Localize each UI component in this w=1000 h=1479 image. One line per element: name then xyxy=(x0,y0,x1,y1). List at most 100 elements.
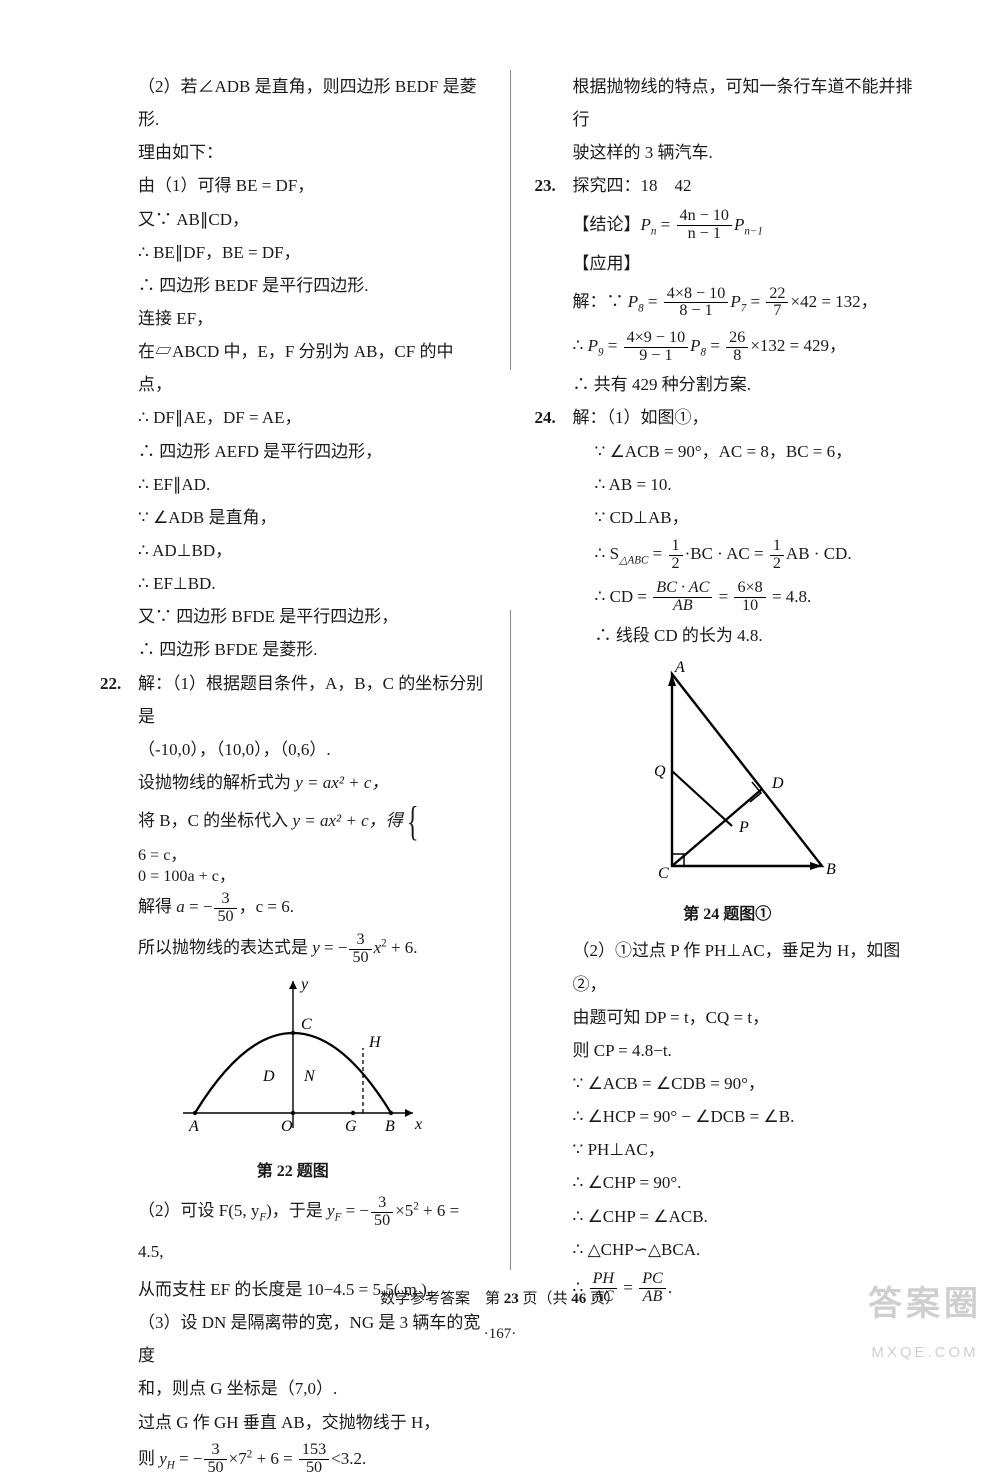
text: 则 xyxy=(138,1449,159,1468)
label-C: C xyxy=(301,1016,312,1033)
text: ·BC · AC = xyxy=(685,544,768,563)
footer-page: 23 xyxy=(504,1291,519,1307)
frac-den: 50 xyxy=(214,909,236,926)
frac-den: 8 − 1 xyxy=(664,303,729,320)
footer-text: 页（共 xyxy=(519,1291,572,1307)
var: P xyxy=(734,215,744,234)
q22-number: 22. xyxy=(100,667,121,700)
p21-line: （2）若∠ADB 是直角，则四边形 BEDF 是菱形. xyxy=(100,70,486,136)
q22-line: （-10,0），（10,0），（0,6）. xyxy=(100,733,486,766)
frac-num: 3 xyxy=(204,1442,226,1460)
q23-number: 23. xyxy=(535,169,556,202)
q22-line: （2）可设 F(5, yF)，于是 yF = −350×52 + 6 = 4.5… xyxy=(100,1191,486,1273)
fraction: 350 xyxy=(204,1442,226,1477)
var: P xyxy=(628,292,638,311)
fraction: 350 xyxy=(371,1195,393,1230)
p21-line: 又∵ AB∥CD， xyxy=(100,203,486,236)
p21-line: 又∵ 四边形 BFDE 是平行四边形， xyxy=(100,600,486,633)
p21-line: ∴ EF⊥BD. xyxy=(100,567,486,600)
page-footer: 数学参考答案 第 23 页（共 46 页） ·167· xyxy=(0,1285,1000,1350)
q23-line: 23. 探究四：18 42 xyxy=(535,169,921,202)
fig22-caption: 第 22 题图 xyxy=(100,1156,486,1187)
p21-line: 理由如下： xyxy=(100,136,486,169)
frac-den: 2 xyxy=(770,556,784,573)
label-y: y xyxy=(299,976,309,993)
var: y xyxy=(159,1449,167,1468)
text: AB · CD. xyxy=(786,544,852,563)
column-divider xyxy=(510,70,511,1270)
q24-line: （2）①过点 P 作 PH⊥AC，垂足为 H，如图②， xyxy=(535,934,921,1000)
sub: H xyxy=(167,1459,175,1471)
text: ×132 = 429， xyxy=(750,336,846,355)
text: ×42 = 132， xyxy=(790,292,877,311)
p21-line: 由（1）可得 BE = DF， xyxy=(100,169,486,202)
sup: 2 xyxy=(381,938,387,950)
frac-den: 50 xyxy=(349,950,371,967)
text: （2）可设 F(5, y xyxy=(138,1201,259,1220)
label-B: B xyxy=(385,1118,395,1135)
p21-line: ∴ AD⊥BD， xyxy=(100,534,486,567)
label-A: A xyxy=(188,1118,199,1135)
frac-den: 50 xyxy=(299,1460,329,1477)
frac-num: 4×9 − 10 xyxy=(624,330,689,348)
text: )，于是 xyxy=(266,1201,327,1220)
fraction: 227 xyxy=(766,286,788,321)
label-H: H xyxy=(368,1034,382,1051)
p21-line: ∴ 四边形 BFDE 是菱形. xyxy=(100,633,486,666)
case-line: 0 = 100a + c， xyxy=(138,866,235,887)
frac-den: 7 xyxy=(766,303,788,320)
frac-num: BC · AC xyxy=(653,580,712,598)
fraction: 268 xyxy=(726,330,748,365)
frac-num: 4×8 − 10 xyxy=(664,286,729,304)
label-P: P xyxy=(738,819,749,836)
var: P xyxy=(641,215,651,234)
p21-line: ∴ BE∥DF，BE = DF， xyxy=(100,236,486,269)
q24-line: ∴ S△ABC = 12·BC · AC = 12AB · CD. xyxy=(535,534,921,575)
figure-24: A B C D P Q 第 24 题图① xyxy=(535,656,921,930)
sub: 9 xyxy=(598,346,604,358)
label-O: O xyxy=(281,1118,293,1135)
q24-line: ∴ △CHP∽△BCA. xyxy=(535,1233,921,1266)
text: 设抛物线的解析式为 xyxy=(138,773,295,792)
right-column: 根据抛物线的特点，可知一条行车道不能并排行 驶这样的 3 辆汽车. 23. 探究… xyxy=(535,70,921,1270)
frac-num: 26 xyxy=(726,330,748,348)
fig24-caption: 第 24 题图① xyxy=(535,899,921,930)
p21-line: 连接 EF， xyxy=(100,302,486,335)
fraction: 4×9 − 109 − 1 xyxy=(624,330,689,365)
label-B: B xyxy=(826,861,836,878)
var: P xyxy=(690,336,700,355)
q22-text: 解：（1）根据题目条件，A，B，C 的坐标分别是 xyxy=(138,674,483,726)
fraction: BC · ACAB xyxy=(653,580,712,615)
q24-line: 24. 解：（1）如图①， xyxy=(535,401,921,434)
q24-line: ∴ 线段 CD 的长为 4.8. xyxy=(535,619,921,652)
frac-num: 3 xyxy=(214,891,236,909)
fraction: 350 xyxy=(214,891,236,926)
fraction: 15350 xyxy=(299,1442,329,1477)
sub: F xyxy=(335,1212,342,1224)
label-x: x xyxy=(414,1116,422,1133)
p21-line: ∴ EF∥AD. xyxy=(100,468,486,501)
q24-line: 则 CP = 4.8−t. xyxy=(535,1034,921,1067)
page: （2）若∠ADB 是直角，则四边形 BEDF 是菱形. 理由如下： 由（1）可得… xyxy=(0,0,1000,1389)
fraction: 4n − 10n − 1 xyxy=(677,208,732,243)
q22-line: 则 yH = −350×72 + 6 = 15350<3.2. xyxy=(100,1439,486,1479)
q24-line: ∴ CD = BC · ACAB = 6×810 = 4.8. xyxy=(535,575,921,619)
text: 解得 xyxy=(138,897,176,916)
footer-text: 数学参考答案 第 xyxy=(380,1291,504,1307)
label-G: G xyxy=(345,1118,357,1135)
formula: y = ax² + c， xyxy=(295,773,388,792)
q23-line: 【结论】Pn = 4n − 10n − 1Pn−1 xyxy=(535,203,921,247)
frac-den: 50 xyxy=(204,1460,226,1477)
frac-den: 9 − 1 xyxy=(624,348,689,365)
sub: 8 xyxy=(701,346,707,358)
q24-line: ∴ AB = 10. xyxy=(535,468,921,501)
cases: 6 = c， 0 = 100a + c， xyxy=(138,845,235,887)
p21-line: 在▱ABCD 中，E，F 分别为 AB，CF 的中点， xyxy=(100,335,486,401)
var: P xyxy=(730,292,740,311)
pre-line: 根据抛物线的特点，可知一条行车道不能并排行 xyxy=(535,70,921,136)
frac-num: 153 xyxy=(299,1442,329,1460)
frac-num: 22 xyxy=(766,286,788,304)
text: 将 B，C 的坐标代入 xyxy=(138,811,292,830)
sub: 8 xyxy=(638,302,644,314)
text: ，c = 6. xyxy=(239,897,294,916)
